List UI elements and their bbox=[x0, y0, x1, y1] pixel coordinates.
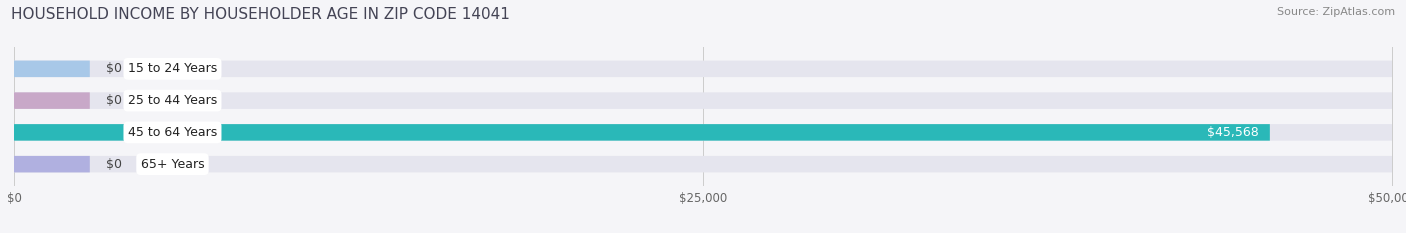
Text: HOUSEHOLD INCOME BY HOUSEHOLDER AGE IN ZIP CODE 14041: HOUSEHOLD INCOME BY HOUSEHOLDER AGE IN Z… bbox=[11, 7, 510, 22]
Text: $45,568: $45,568 bbox=[1208, 126, 1258, 139]
FancyBboxPatch shape bbox=[14, 92, 90, 109]
Text: $0: $0 bbox=[107, 62, 122, 75]
Text: $0: $0 bbox=[107, 94, 122, 107]
FancyBboxPatch shape bbox=[14, 156, 1392, 172]
Text: $0: $0 bbox=[107, 158, 122, 171]
Text: 25 to 44 Years: 25 to 44 Years bbox=[128, 94, 217, 107]
Text: 15 to 24 Years: 15 to 24 Years bbox=[128, 62, 217, 75]
FancyBboxPatch shape bbox=[14, 124, 1270, 141]
FancyBboxPatch shape bbox=[14, 124, 1392, 141]
Text: 65+ Years: 65+ Years bbox=[141, 158, 204, 171]
FancyBboxPatch shape bbox=[14, 92, 1392, 109]
FancyBboxPatch shape bbox=[14, 156, 90, 172]
Text: 45 to 64 Years: 45 to 64 Years bbox=[128, 126, 217, 139]
FancyBboxPatch shape bbox=[14, 61, 90, 77]
Text: Source: ZipAtlas.com: Source: ZipAtlas.com bbox=[1277, 7, 1395, 17]
FancyBboxPatch shape bbox=[14, 61, 1392, 77]
